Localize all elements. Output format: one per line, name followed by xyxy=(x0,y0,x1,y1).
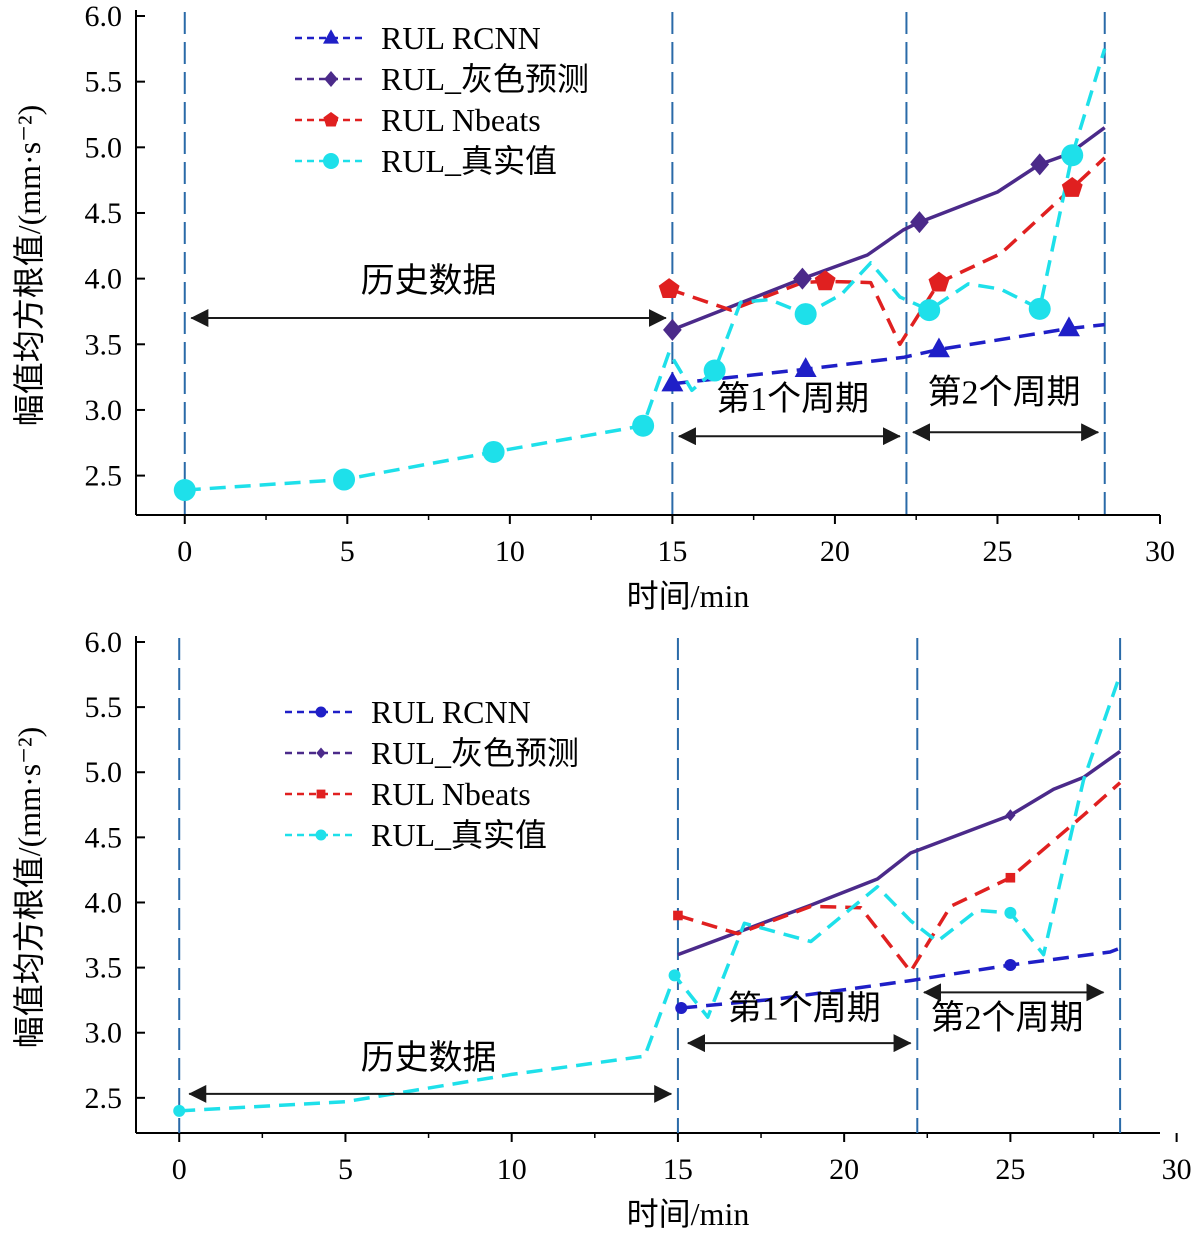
chart1-series-3-point-3 xyxy=(632,414,655,437)
chart1-y-tick-label-2: 3.5 xyxy=(85,328,123,361)
chart2-series-1-line xyxy=(677,749,1122,957)
chart2-x-tick-label-5: 25 xyxy=(995,1153,1025,1186)
chart1-series-3-point-8 xyxy=(1061,144,1084,167)
chart1-x-tick-label-5: 25 xyxy=(982,535,1012,568)
chart2-annotation-label-2: 第2个周期 xyxy=(931,999,1084,1037)
chart1-series-2-point-1 xyxy=(814,270,836,291)
chart1-x-tick-label-2: 10 xyxy=(495,535,525,568)
chart1-series-1-point-2 xyxy=(910,211,929,234)
chart2-series-3-line xyxy=(179,674,1122,1113)
chart1-annotation-label-0: 历史数据 xyxy=(361,262,497,300)
chart1-legend-marker-0 xyxy=(323,29,339,44)
chart1-series-0-point-3 xyxy=(1057,316,1080,337)
chart1-legend-label-1: RUL_灰色预测 xyxy=(381,61,589,97)
chart1-series-1-point-0 xyxy=(663,318,682,341)
chart2-x-tick-label-4: 20 xyxy=(829,1153,859,1186)
chart2-y-tick-label-2: 3.5 xyxy=(85,952,123,985)
chart2-y-tick-label-4: 4.5 xyxy=(85,821,123,854)
chart2-x-tick-label-1: 5 xyxy=(338,1153,353,1186)
chart2-legend-label-2: RUL Nbeats xyxy=(371,776,531,812)
chart1-legend-marker-2 xyxy=(323,112,339,127)
chart1-legend-marker-1 xyxy=(324,71,338,87)
chart1-series-3-point-0 xyxy=(173,479,196,502)
chart2-annotation-label-0: 历史数据 xyxy=(361,1039,497,1077)
chart1-series-3-point-2 xyxy=(482,440,505,463)
chart1-legend: RUL RCNN RUL_灰色预测 RUL Nbeats RUL_真实值 xyxy=(295,20,589,179)
chart2-x-tick-label-0: 0 xyxy=(172,1153,187,1186)
chart1-series-3-point-5 xyxy=(794,303,817,326)
chart2-series-0-point-1 xyxy=(1004,958,1017,971)
chart2-y-tick-label-3: 4.0 xyxy=(85,886,123,919)
chart2-legend-marker-1 xyxy=(316,747,326,759)
chart1-y-tick-label-4: 4.5 xyxy=(85,197,123,230)
chart1-x-tick-label-0: 0 xyxy=(177,535,192,568)
chart2-annotation-label-1: 第1个周期 xyxy=(728,990,881,1028)
chart1-y-tick-label-7: 6.0 xyxy=(85,0,123,33)
chart2-series-3-point-0 xyxy=(173,1104,186,1117)
chart2-y-tick-label-1: 3.0 xyxy=(85,1017,123,1050)
chart1-series-0-point-2 xyxy=(927,337,950,358)
chart1-x-tick-label-3: 15 xyxy=(657,535,687,568)
chart1-x-tick-label-1: 5 xyxy=(340,535,355,568)
chart1-legend-label-2: RUL Nbeats xyxy=(381,102,541,138)
chart1-series-2-point-2 xyxy=(928,271,950,292)
chart2-legend-label-0: RUL RCNN xyxy=(371,694,531,730)
chart2-legend-marker-2 xyxy=(316,789,326,799)
chart2-x-tick-label-6: 30 xyxy=(1162,1153,1192,1186)
chart2-y-axis-label: 幅值均方根值/(mm·s⁻²) xyxy=(11,727,47,1049)
chart1-legend-label-0: RUL RCNN xyxy=(381,20,541,56)
chart1-y-tick-label-6: 5.5 xyxy=(85,66,123,99)
chart1-series-2-line xyxy=(668,156,1106,347)
chart1-series-0-point-1 xyxy=(794,357,817,377)
chart1-legend-marker-3 xyxy=(323,153,339,169)
chart1-annotation-label-1: 第1个周期 xyxy=(716,380,869,418)
chart2-x-tick-label-3: 15 xyxy=(663,1153,693,1186)
chart2-y-tick-label-0: 2.5 xyxy=(85,1082,123,1115)
chart1-y-tick-label-0: 2.5 xyxy=(85,460,123,493)
chart2-legend-label-1: RUL_灰色预测 xyxy=(371,735,579,771)
chart2-series-3-point-1 xyxy=(668,969,681,982)
chart2-legend: RUL RCNN RUL_灰色预测 RUL Nbeats RUL_真实值 xyxy=(285,694,579,853)
chart1-series-1-point-1 xyxy=(793,267,812,290)
chart1-series-2-point-0 xyxy=(658,278,680,298)
chart1-x-tick-label-4: 20 xyxy=(820,535,850,568)
chart1: 0 5 10 15 20 25 30 2.5 3.0 3.5 4.0 4.5 5.0 5.5 6.0 时间/m… xyxy=(11,0,1175,614)
chart2-series-2-line xyxy=(677,781,1122,974)
chart1-legend-label-3: RUL_真实值 xyxy=(381,143,557,179)
chart1-annotation-label-2: 第2个周期 xyxy=(927,373,1080,411)
chart1-series-1-point-3 xyxy=(1030,153,1050,176)
chart1-x-tick-label-6: 30 xyxy=(1145,535,1175,568)
chart2-series-2-point-1 xyxy=(1005,872,1016,883)
chart2-series-2-point-0 xyxy=(673,910,683,921)
chart1-series-3-point-4 xyxy=(703,359,726,382)
chart1-series-3-point-1 xyxy=(333,468,356,491)
chart1-y-tick-label-3: 4.0 xyxy=(85,263,123,296)
chart1-y-tick-label-1: 3.0 xyxy=(85,394,123,427)
chart2: 0 5 10 15 20 25 30 2.5 3.0 3.5 4.0 4.5 5.0 5.5 6.0 时间/m… xyxy=(11,626,1192,1232)
chart2-y-tick-label-5: 5.0 xyxy=(85,756,123,789)
chart1-y-axis-label: 幅值均方根值/(mm·s⁻²) xyxy=(11,105,47,427)
chart2-legend-marker-3 xyxy=(315,829,327,841)
chart2-series-0-point-0 xyxy=(675,1001,688,1014)
chart2-x-axis-label: 时间/min xyxy=(627,1196,750,1232)
chart1-series-3-point-6 xyxy=(918,299,941,322)
chart2-legend-label-3: RUL_真实值 xyxy=(371,817,547,853)
chart2-series-3-point-2 xyxy=(1004,906,1017,919)
chart1-series-2-point-3 xyxy=(1061,177,1083,197)
chart1-series-0-point-0 xyxy=(661,371,684,392)
chart1-y-tick-label-5: 5.0 xyxy=(85,131,123,164)
chart2-series-0-line xyxy=(681,946,1121,1010)
chart1-x-axis-label: 时间/min xyxy=(627,578,750,614)
chart2-x-tick-label-2: 10 xyxy=(497,1153,527,1186)
chart2-y-tick-label-6: 5.5 xyxy=(85,691,123,724)
chart1-series-3-point-7 xyxy=(1028,297,1051,320)
chart2-series-1-point-0 xyxy=(1005,809,1016,822)
chart2-y-tick-label-7: 6.0 xyxy=(85,626,123,659)
chart2-legend-marker-0 xyxy=(315,706,327,718)
